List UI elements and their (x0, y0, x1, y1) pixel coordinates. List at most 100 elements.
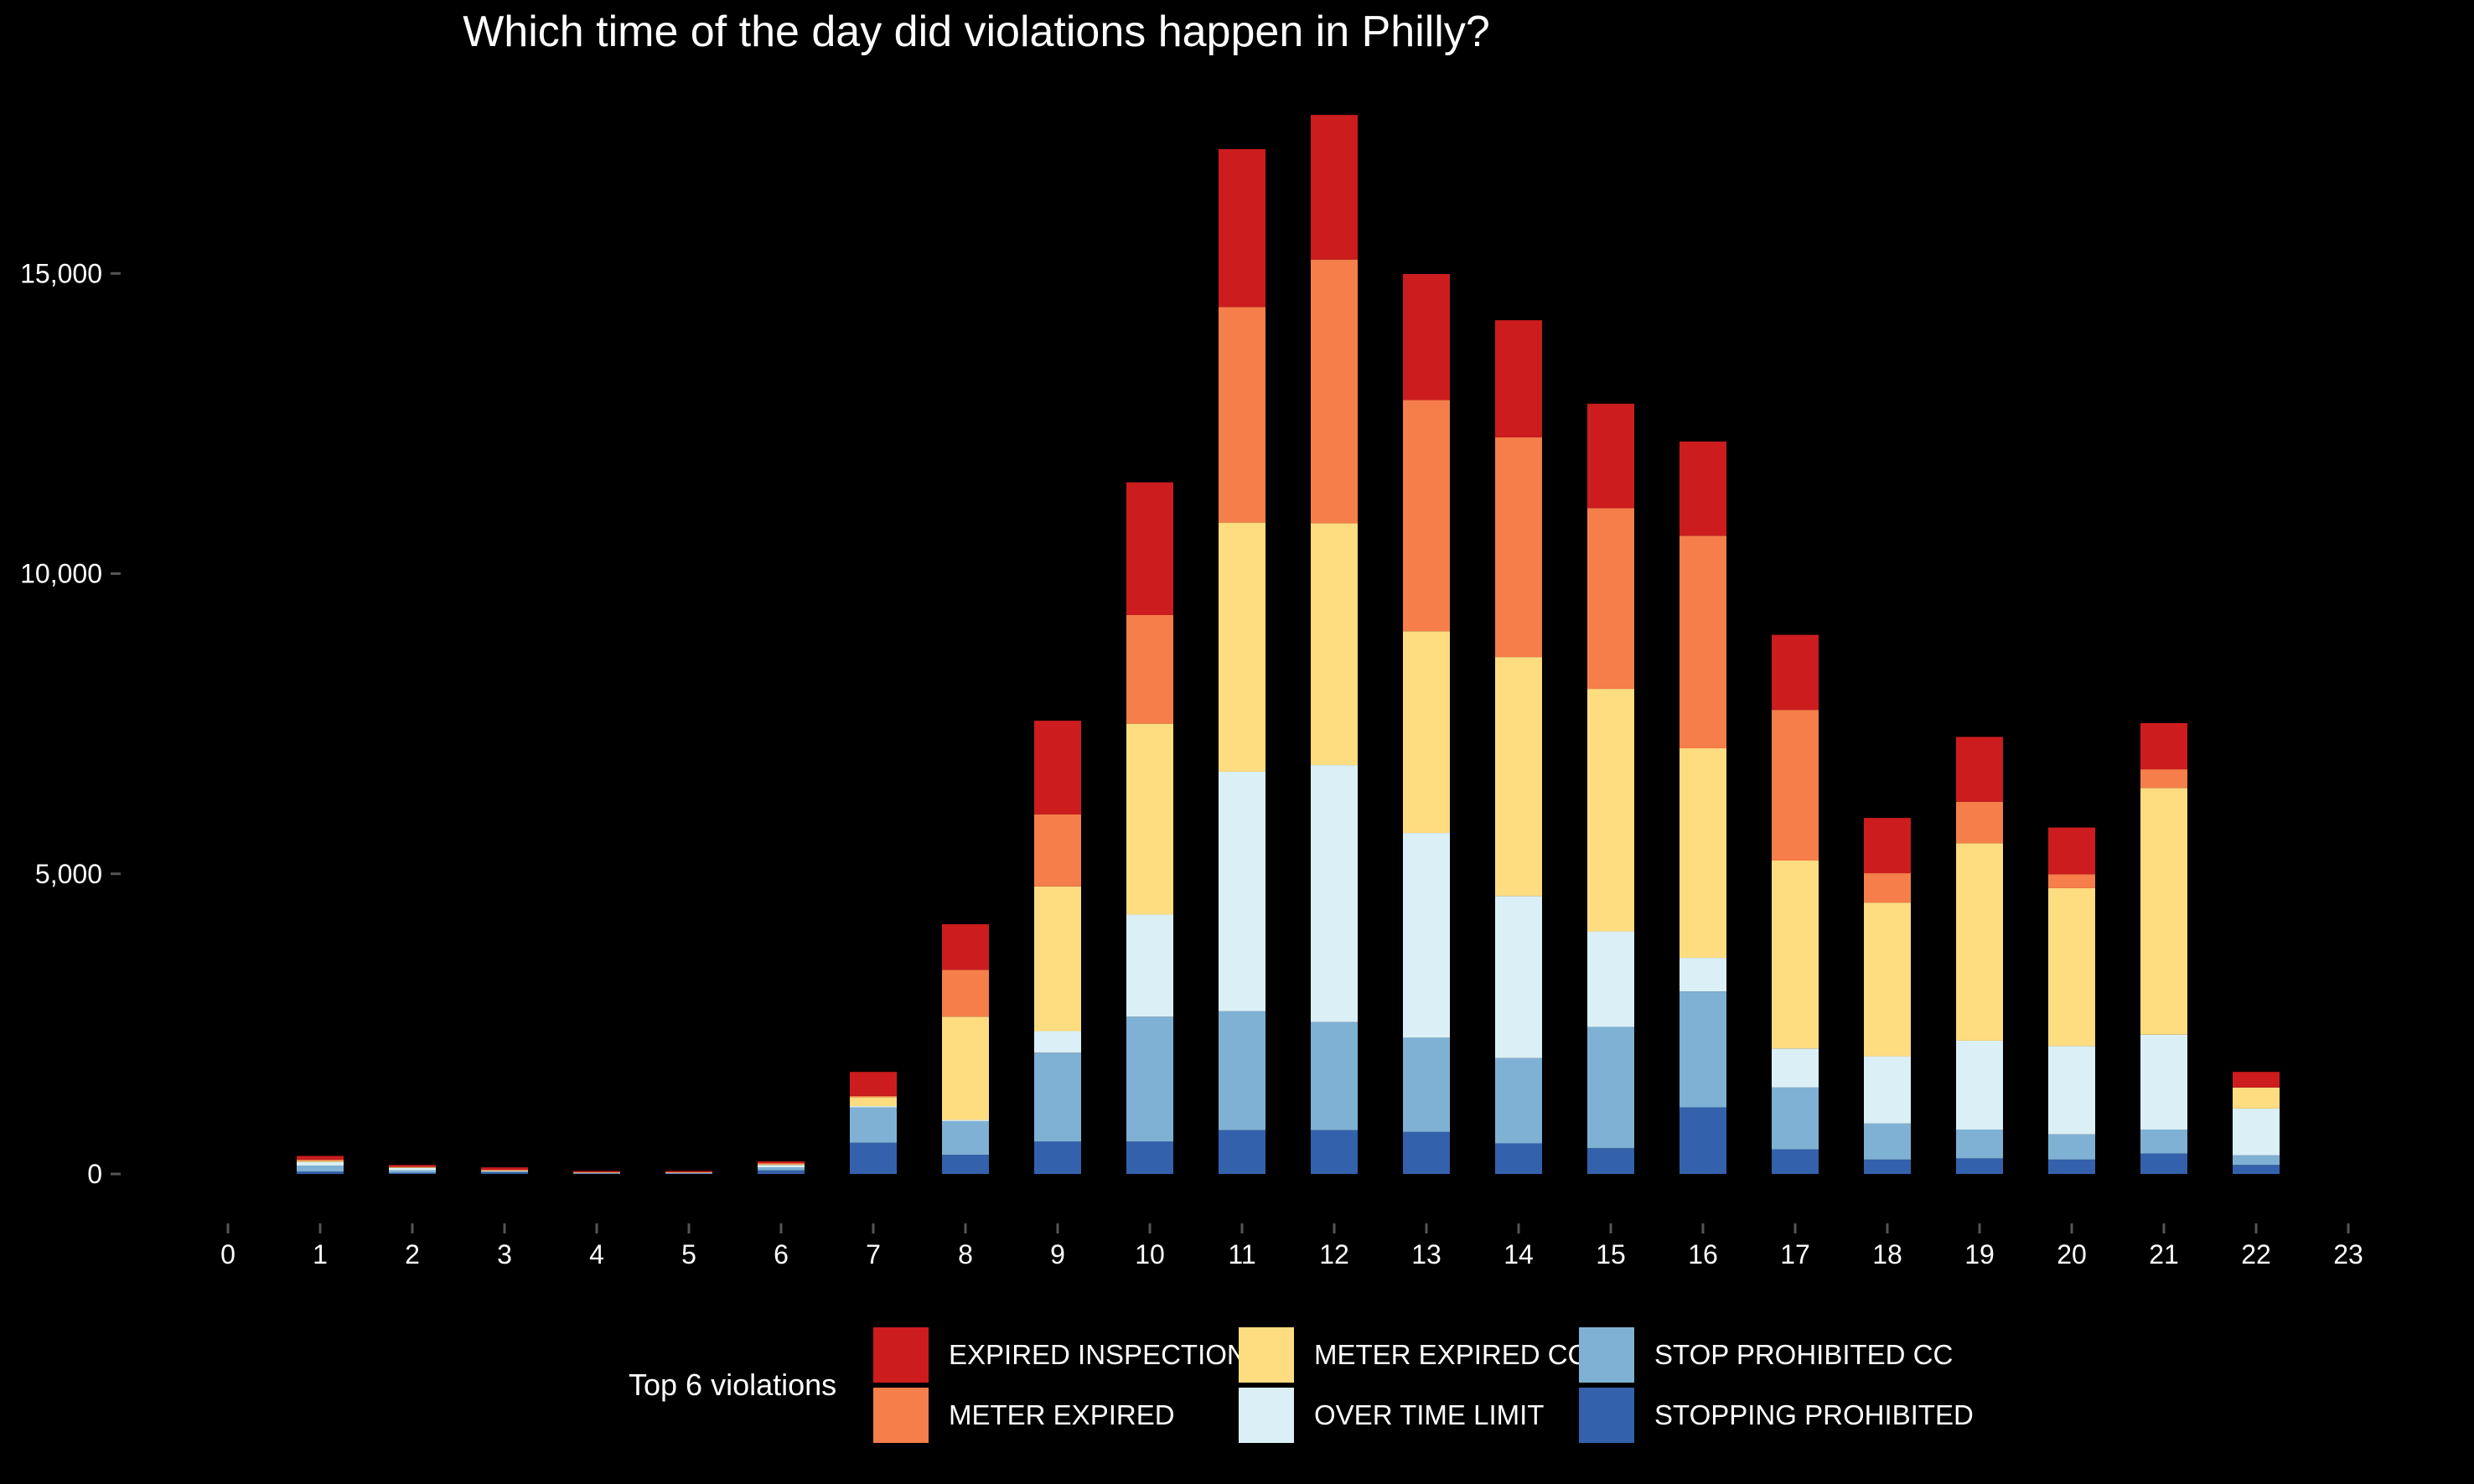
bar-segment (1403, 631, 1450, 834)
bar-segment (1772, 710, 1819, 861)
bar-segment (758, 1163, 805, 1165)
x-tick-label: 9 (1050, 1239, 1065, 1269)
bar-segment (481, 1167, 528, 1170)
bar-segment (1403, 833, 1450, 1038)
bar-segment (1311, 523, 1358, 766)
bar-segment (389, 1172, 436, 1174)
bar-segment (850, 1107, 897, 1143)
bar-segment (389, 1170, 436, 1173)
bar-segment (1864, 1159, 1911, 1174)
legend-swatch (873, 1327, 929, 1383)
bar-segment (2048, 874, 2095, 888)
legend-label: METER EXPIRED (949, 1399, 1175, 1430)
y-tick-label: 5,000 (35, 859, 102, 889)
x-tick-label: 19 (1964, 1239, 1995, 1269)
y-axis: 0 5,000 10,000 15,000 (20, 258, 121, 1189)
bar-segment (1403, 1037, 1450, 1132)
legend-item: METER EXPIRED CC (1239, 1327, 1587, 1383)
bar-segment (1034, 886, 1081, 1032)
bar-segment (1587, 508, 1634, 690)
bar-segment (1956, 737, 2003, 802)
bar-segment (1956, 1129, 2003, 1159)
bar-stacks (297, 115, 2280, 1174)
legend-item: METER EXPIRED (873, 1388, 1175, 1443)
bar-segment (2048, 827, 2095, 875)
bar-segment (850, 1142, 897, 1174)
bar-segment (573, 1172, 620, 1173)
bar-segment (1587, 689, 1634, 932)
bar-segment (1495, 1057, 1542, 1144)
bar-segment (1219, 1011, 1265, 1130)
bar-segment (573, 1172, 620, 1174)
bar-segment (665, 1173, 712, 1174)
bar-segment (1126, 1141, 1173, 1174)
legend-swatch (1579, 1388, 1634, 1443)
bar-segment (389, 1165, 436, 1167)
bar-segment (758, 1165, 805, 1168)
bar-segment (389, 1167, 436, 1168)
x-tick-label: 17 (1780, 1239, 1810, 1269)
bar-segment (1680, 535, 1726, 749)
bar-segment (1219, 1130, 1265, 1174)
y-tick-label: 10,000 (20, 559, 102, 589)
x-tick-label: 22 (2241, 1239, 2271, 1269)
bar-segment (2140, 769, 2187, 789)
bar-segment (2233, 1072, 2280, 1088)
bar-segment (1772, 1149, 1819, 1174)
bar-segment (1956, 1040, 2003, 1130)
bar-segment (1495, 1143, 1542, 1174)
bar-segment (2048, 887, 2095, 1047)
legend-label: EXPIRED INSPECTION (949, 1339, 1247, 1370)
bar-segment (1680, 991, 1726, 1108)
bar-segment (297, 1171, 344, 1174)
bar-segment (481, 1169, 528, 1171)
x-tick-label: 16 (1688, 1239, 1718, 1269)
bar-segment (2140, 788, 2187, 1035)
bar-segment (942, 1155, 989, 1174)
bar-segment (1587, 931, 1634, 1027)
bar-segment (1495, 896, 1542, 1058)
bar-segment (1587, 403, 1634, 509)
bar-segment (2140, 1153, 2187, 1174)
x-tick-label: 14 (1504, 1239, 1534, 1269)
x-tick-label: 18 (1872, 1239, 1902, 1269)
bar-segment (2140, 722, 2187, 770)
x-tick-label: 1 (313, 1239, 328, 1269)
x-tick-label: 0 (220, 1239, 235, 1269)
bar-segment (297, 1161, 344, 1166)
bar-segment (1772, 1048, 1819, 1088)
bar-segment (573, 1173, 620, 1174)
bar-segment (1126, 482, 1173, 615)
bar-segment (1403, 274, 1450, 401)
bar-segment (1219, 522, 1265, 772)
bar-segment (481, 1171, 528, 1174)
bar-segment (758, 1161, 805, 1164)
legend-label: METER EXPIRED CC (1314, 1339, 1588, 1370)
bar-segment (389, 1167, 436, 1171)
bar-segment (942, 1120, 989, 1156)
bar-segment (1034, 1052, 1081, 1142)
bar-segment (1495, 320, 1542, 437)
x-tick-label: 10 (1135, 1239, 1165, 1269)
bar-segment (1495, 657, 1542, 897)
x-tick-label: 6 (774, 1239, 789, 1269)
bar-segment (2140, 1034, 2187, 1130)
x-tick-label: 3 (497, 1239, 512, 1269)
legend-label: STOP PROHIBITED CC (1654, 1339, 1954, 1370)
bar-segment (1403, 400, 1450, 632)
bar-segment (758, 1170, 805, 1174)
bar-segment (942, 970, 989, 1017)
legend-item: OVER TIME LIMIT (1239, 1388, 1544, 1443)
bar-segment (1680, 1107, 1726, 1174)
bar-segment (665, 1172, 712, 1173)
bar-segment (1034, 1031, 1081, 1053)
bar-segment (850, 1095, 897, 1098)
bar-segment (481, 1171, 528, 1172)
bar-segment (1956, 801, 2003, 844)
y-tick-label: 15,000 (20, 258, 102, 288)
x-tick-label: 12 (1319, 1239, 1349, 1269)
bar-segment (1126, 723, 1173, 915)
bar-segment (297, 1159, 344, 1161)
bar-segment (1403, 1131, 1450, 1174)
